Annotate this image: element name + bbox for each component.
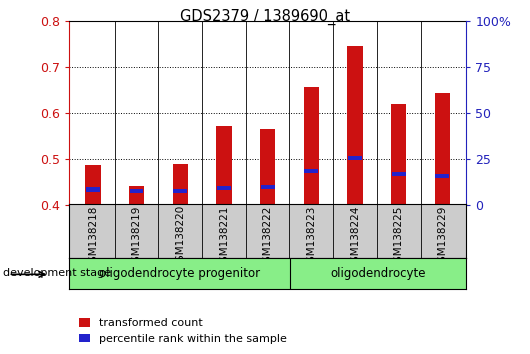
- Bar: [86, 187, 100, 192]
- Text: GSM138223: GSM138223: [306, 205, 316, 269]
- Legend: transformed count, percentile rank within the sample: transformed count, percentile rank withi…: [74, 314, 291, 348]
- Bar: [261, 185, 275, 189]
- Bar: [347, 46, 363, 205]
- Text: GSM138220: GSM138220: [175, 205, 186, 268]
- Bar: [130, 189, 144, 193]
- Bar: [304, 169, 318, 173]
- Bar: [392, 172, 405, 176]
- Text: GDS2379 / 1389690_at: GDS2379 / 1389690_at: [180, 9, 350, 25]
- Text: GSM138218: GSM138218: [88, 205, 98, 269]
- Bar: [173, 189, 187, 193]
- Text: GSM138221: GSM138221: [219, 205, 229, 269]
- Text: oligodendrocyte progenitor: oligodendrocyte progenitor: [99, 267, 260, 280]
- Bar: [304, 87, 319, 205]
- Text: development stage: development stage: [3, 268, 111, 278]
- Bar: [85, 165, 101, 205]
- Text: GSM138224: GSM138224: [350, 205, 360, 269]
- Text: oligodendrocyte: oligodendrocyte: [330, 267, 426, 280]
- Bar: [435, 93, 450, 205]
- Text: GSM138219: GSM138219: [131, 205, 142, 269]
- Text: GSM138225: GSM138225: [394, 205, 404, 269]
- Bar: [216, 126, 232, 205]
- Text: GSM138229: GSM138229: [437, 205, 447, 269]
- Bar: [260, 130, 275, 205]
- Bar: [391, 104, 407, 205]
- Bar: [217, 186, 231, 190]
- Bar: [348, 156, 362, 160]
- Bar: [436, 173, 449, 178]
- Bar: [173, 164, 188, 205]
- Bar: [129, 186, 144, 205]
- Text: GSM138222: GSM138222: [263, 205, 272, 269]
